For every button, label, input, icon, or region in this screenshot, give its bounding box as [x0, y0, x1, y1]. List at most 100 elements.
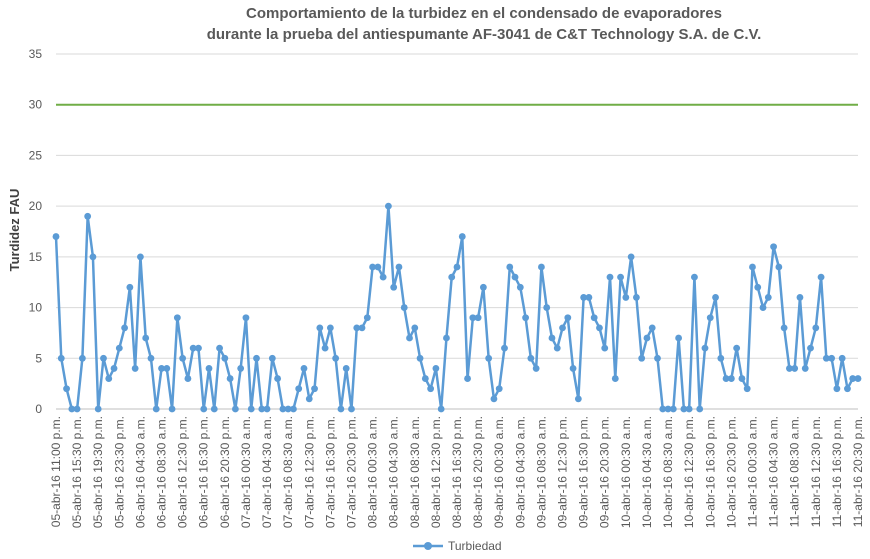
- data-point: [421, 375, 429, 382]
- data-point: [173, 314, 181, 322]
- data-point: [321, 344, 329, 352]
- data-point: [601, 344, 609, 352]
- data-point: [506, 263, 514, 271]
- data-point: [780, 324, 788, 332]
- data-point: [807, 344, 814, 352]
- data-point: [247, 405, 255, 413]
- data-point: [822, 354, 830, 362]
- data-point: [279, 405, 287, 413]
- data-point: [437, 405, 445, 413]
- data-point: [796, 294, 804, 301]
- data-point: [680, 405, 688, 413]
- x-tick-label: 09-abr-16 16:30 p.m.: [577, 416, 591, 528]
- data-point: [590, 314, 598, 322]
- data-point: [643, 334, 651, 342]
- data-point: [775, 263, 783, 271]
- data-point: [184, 375, 192, 382]
- data-point: [669, 405, 677, 413]
- data-point: [516, 283, 524, 291]
- data-point: [221, 354, 229, 362]
- y-tick-label: 10: [29, 301, 43, 315]
- data-point: [121, 324, 128, 332]
- data-point: [627, 253, 635, 261]
- x-tick-label: 07-abr-16 12:30 p.m.: [302, 416, 316, 528]
- data-point: [253, 354, 260, 362]
- data-point: [216, 344, 223, 352]
- data-point: [585, 294, 593, 301]
- x-tick-label: 05-abr-16 23:30 p.m.: [112, 416, 126, 528]
- data-point: [152, 405, 160, 413]
- data-point: [137, 253, 144, 261]
- data-point: [305, 395, 313, 403]
- data-point: [427, 385, 435, 393]
- data-point: [759, 304, 767, 311]
- data-point: [131, 365, 139, 372]
- data-point: [701, 344, 709, 352]
- data-point: [638, 354, 646, 362]
- data-point: [833, 385, 841, 393]
- data-point: [242, 314, 250, 322]
- x-tick-label: 08-abr-16 08:30 a.m.: [408, 416, 422, 528]
- data-point: [648, 324, 656, 332]
- x-tick-label: 05-abr-16 15:30 p.m.: [70, 416, 84, 528]
- data-point: [94, 405, 102, 413]
- legend-point-marker: [424, 542, 432, 550]
- data-point: [617, 273, 624, 281]
- data-point: [596, 324, 603, 332]
- data-point: [126, 283, 134, 291]
- data-point: [390, 283, 398, 291]
- chart-title-line-2: durante la prueba del antiespumante AF-3…: [207, 26, 762, 43]
- series-turbiedad: [52, 202, 862, 413]
- data-point: [458, 233, 466, 240]
- data-point: [685, 405, 693, 413]
- x-tick-label: 10-abr-16 00:30 a.m.: [619, 416, 633, 528]
- data-point: [448, 273, 456, 281]
- data-point: [553, 344, 561, 352]
- data-point: [849, 375, 857, 382]
- x-tick-label: 08-abr-16 16:30 p.m.: [450, 416, 464, 528]
- x-tick-label: 07-abr-16 00:30 a.m.: [239, 416, 253, 528]
- data-point: [559, 324, 566, 332]
- data-point: [400, 304, 408, 311]
- x-tick-label: 11-abr-16 04:30 a.m.: [767, 416, 781, 527]
- x-tick-label: 07-abr-16 20:30 p.m.: [344, 416, 358, 528]
- x-tick-label: 10-abr-16 16:30 p.m.: [703, 416, 717, 528]
- data-point: [406, 334, 413, 342]
- data-point: [838, 354, 846, 362]
- data-point: [210, 405, 218, 413]
- y-tick-label: 5: [35, 351, 42, 365]
- data-point: [105, 375, 113, 382]
- data-point: [263, 405, 271, 413]
- data-point: [574, 395, 582, 403]
- data-point: [543, 304, 551, 311]
- data-point: [142, 334, 150, 342]
- y-tick-labels: 0 5 10 15 20 25 30 35: [29, 47, 43, 416]
- data-point: [274, 375, 282, 382]
- data-point: [258, 405, 266, 413]
- data-point: [110, 365, 118, 372]
- data-point: [342, 365, 350, 372]
- data-point: [659, 405, 667, 413]
- data-point: [606, 273, 614, 281]
- data-point: [511, 273, 519, 281]
- data-point: [443, 334, 450, 342]
- data-point: [385, 202, 392, 210]
- data-point: [738, 375, 746, 382]
- data-point: [844, 385, 851, 393]
- data-point: [189, 344, 197, 352]
- data-point: [791, 365, 799, 372]
- x-tick-label: 09-abr-16 04:30 a.m.: [513, 416, 527, 528]
- y-tick-label: 35: [29, 47, 43, 61]
- data-point: [717, 354, 725, 362]
- x-tick-label: 06-abr-16 04:30 a.m.: [133, 416, 147, 528]
- data-point: [664, 405, 672, 413]
- data-point: [675, 334, 683, 342]
- data-point: [733, 344, 741, 352]
- x-tick-label: 11-abr-16 08:30 a.m.: [788, 416, 802, 527]
- data-point: [226, 375, 234, 382]
- data-point: [770, 243, 777, 251]
- data-point: [691, 273, 698, 281]
- x-tick-label: 11-abr-16 20:30 p.m.: [851, 416, 865, 527]
- y-tick-label: 25: [29, 148, 43, 162]
